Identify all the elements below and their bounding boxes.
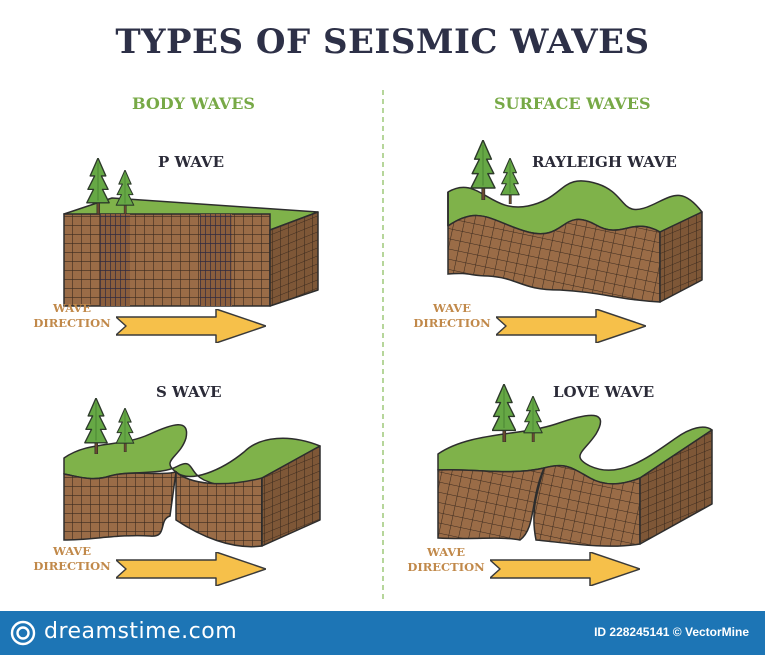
s-wave-arrow-icon [116, 552, 266, 586]
diagram-svg [63, 90, 713, 600]
love-wave-block [437, 384, 713, 547]
wave-direction-label-p: WAVE DIRECTION [22, 301, 122, 331]
rayleigh-arrow-icon [496, 309, 646, 343]
label-rayleigh-wave: RAYLEIGH WAVE [532, 153, 677, 171]
wave-direction-label-love: WAVE DIRECTION [396, 545, 496, 575]
rayleigh-wave-block [447, 140, 703, 303]
wave-direction-label-rayleigh: WAVE DIRECTION [402, 301, 502, 331]
section-surface-waves: SURFACE WAVES [494, 94, 651, 113]
footer-bar: dreamstime.com ID 228245141 © VectorMine [0, 611, 765, 655]
wave-direction-line1: WAVE [427, 545, 465, 559]
label-love-wave: LOVE WAVE [553, 383, 655, 401]
footer-brand[interactable]: dreamstime.com [44, 619, 238, 644]
label-p-wave: P WAVE [158, 153, 225, 171]
s-wave-block [63, 398, 321, 548]
wave-direction-line2: DIRECTION [407, 560, 485, 574]
wave-direction-line2: DIRECTION [33, 559, 111, 573]
footer-credit: ID 228245141 © VectorMine [594, 625, 749, 639]
wave-direction-line2: DIRECTION [413, 316, 491, 330]
wave-direction-line1: WAVE [53, 301, 91, 315]
p-wave-block [63, 158, 319, 307]
wave-direction-line1: WAVE [433, 301, 471, 315]
wave-direction-line2: DIRECTION [33, 316, 111, 330]
dreamstime-logo-icon [10, 620, 36, 646]
p-wave-arrow-icon [116, 309, 266, 343]
page-title: TYPES OF SEISMIC WAVES [115, 22, 650, 62]
label-s-wave: S WAVE [156, 383, 222, 401]
wave-direction-line1: WAVE [53, 544, 91, 558]
wave-direction-label-s: WAVE DIRECTION [22, 544, 122, 574]
love-wave-arrow-icon [490, 552, 640, 586]
section-body-waves: BODY WAVES [132, 94, 255, 113]
